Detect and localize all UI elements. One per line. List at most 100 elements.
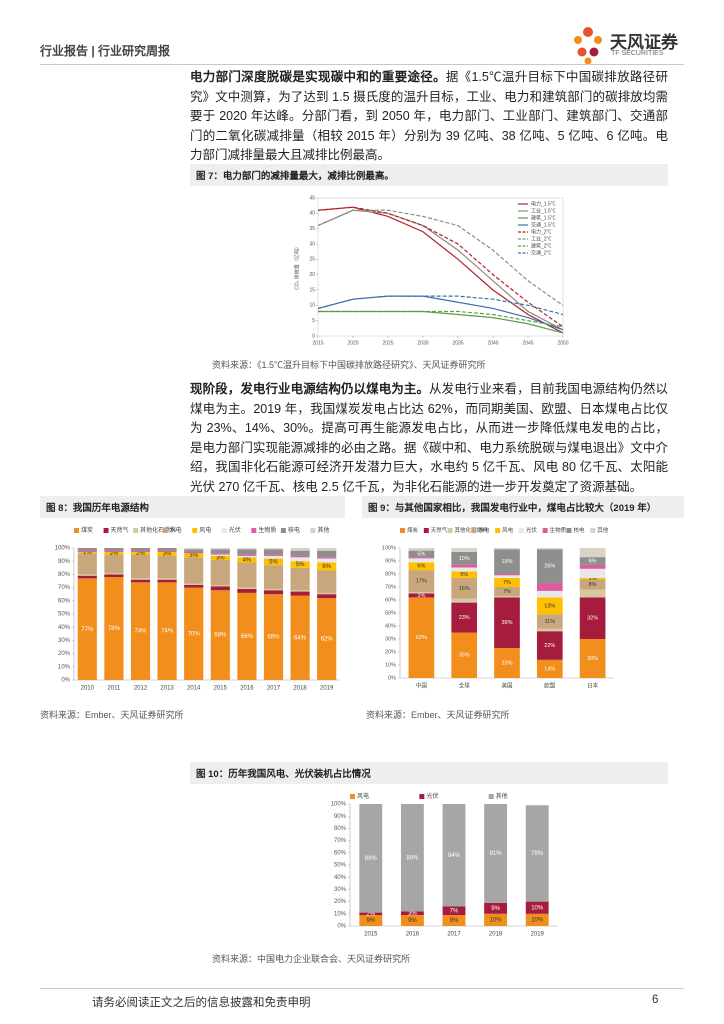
value-label: 9% bbox=[366, 918, 375, 924]
x-tick-label: 2015 bbox=[214, 686, 228, 692]
bar-segment bbox=[536, 631, 563, 660]
series-line bbox=[317, 206, 564, 328]
legend-label: 电力_2℃ bbox=[531, 228, 552, 235]
paragraph-lead: 现阶段，发电行业电源结构仍以煤电为主。 bbox=[190, 382, 430, 396]
legend-label: 工业_1.5℃ bbox=[531, 207, 556, 214]
value-label: 22% bbox=[544, 643, 555, 649]
bar-segment bbox=[130, 548, 151, 551]
bar-segment bbox=[359, 915, 383, 926]
value-label: 5% bbox=[417, 551, 425, 557]
bar-segment bbox=[263, 548, 284, 550]
bar-segment bbox=[104, 577, 124, 680]
bar-segment bbox=[536, 659, 563, 678]
figure-caption: 图 10：历年我国风电、光伏装机占比情况 bbox=[190, 762, 668, 784]
y-tick-label: 50% bbox=[385, 610, 396, 616]
bar-segment bbox=[579, 597, 606, 639]
value-label: 79% bbox=[531, 851, 544, 857]
bar-segment bbox=[317, 562, 337, 571]
bar-segment bbox=[237, 555, 257, 558]
x-tick-label: 2011 bbox=[107, 686, 121, 692]
bar-segment bbox=[494, 549, 520, 574]
y-tick-label: 70% bbox=[385, 584, 396, 590]
y-tick-label: 20% bbox=[58, 651, 71, 657]
bar-segment bbox=[451, 564, 478, 568]
legend-swatch bbox=[133, 528, 139, 533]
bar-segment bbox=[408, 558, 435, 563]
report-type: 行业报告 | 行业研究周报 bbox=[40, 44, 171, 58]
bar-segment bbox=[237, 548, 257, 550]
bar-segment bbox=[130, 578, 151, 580]
y-tick-label: 10% bbox=[385, 662, 396, 668]
bar-segment bbox=[290, 561, 310, 568]
x-tick-label: 全球 bbox=[459, 681, 471, 689]
legend-swatch bbox=[310, 528, 316, 533]
x-tick-label: 2019 bbox=[531, 932, 545, 938]
y-tick-label: 10% bbox=[58, 664, 71, 670]
value-label: 62% bbox=[416, 635, 427, 641]
bar-segment bbox=[536, 614, 563, 629]
legend-label: 其他化石燃料 bbox=[140, 526, 176, 534]
value-label: 7% bbox=[503, 580, 511, 586]
value-label: 8% bbox=[589, 582, 597, 588]
bar-segment bbox=[442, 906, 466, 916]
bar-segment bbox=[77, 578, 97, 680]
bar-segment bbox=[494, 596, 520, 598]
value-label: 26% bbox=[544, 564, 555, 570]
bar-segment bbox=[263, 558, 284, 566]
bar-segment bbox=[317, 550, 337, 558]
y-tick-label: 40% bbox=[334, 875, 347, 881]
value-label: 1% bbox=[589, 576, 597, 582]
value-label: 2% bbox=[366, 911, 375, 917]
legend-label: 光伏 bbox=[229, 526, 241, 534]
x-tick-label: 中国 bbox=[416, 681, 428, 689]
bar-segment bbox=[451, 577, 478, 599]
bar-segment bbox=[130, 582, 151, 680]
value-label: 70% bbox=[188, 631, 201, 637]
legend-swatch bbox=[566, 528, 572, 533]
y-tick-label: 20% bbox=[334, 899, 347, 905]
x-tick-label: 2019 bbox=[320, 686, 334, 692]
bar-segment bbox=[579, 548, 606, 558]
value-label: 81% bbox=[490, 851, 503, 857]
legend-label: 天然气 bbox=[431, 526, 448, 534]
bar-segment bbox=[184, 587, 204, 680]
value-label: 78% bbox=[108, 626, 121, 632]
y-tick-label: 60% bbox=[334, 850, 347, 856]
bar-segment bbox=[210, 559, 230, 585]
legend-swatch bbox=[495, 528, 501, 533]
bar-segment bbox=[494, 548, 520, 550]
paragraph-text: 据《1.5℃温升目标下中国碳排放路径研究》文中测算，为了达到 1.5 摄氏度的温… bbox=[190, 70, 668, 162]
value-label: 1% bbox=[83, 550, 92, 556]
value-label: 30% bbox=[587, 656, 598, 662]
bar-segment bbox=[290, 591, 310, 596]
footer-rule bbox=[40, 988, 684, 989]
value-label: 89% bbox=[365, 856, 378, 862]
bar-segment bbox=[290, 550, 310, 556]
legend-label: 其他 bbox=[597, 526, 609, 534]
bar-segment bbox=[104, 574, 124, 578]
x-tick-label: 欧盟 bbox=[544, 681, 556, 689]
y-tick-label: 15 bbox=[309, 287, 315, 293]
legend-label: 工业_2℃ bbox=[531, 235, 552, 242]
y-tick-label: 100% bbox=[382, 545, 396, 551]
y-tick-label: 30 bbox=[309, 241, 315, 247]
y-tick-label: 70% bbox=[58, 585, 71, 591]
bar-segment bbox=[408, 597, 435, 678]
x-tick-label: 2010 bbox=[81, 686, 95, 692]
bar-segment bbox=[536, 590, 563, 598]
value-label: 3% bbox=[408, 911, 417, 917]
value-label: 9% bbox=[491, 906, 500, 912]
value-label: 62% bbox=[321, 637, 334, 643]
bar-segment bbox=[451, 551, 478, 565]
y-tick-label: 90% bbox=[334, 814, 347, 820]
bar-segment bbox=[77, 574, 97, 576]
bar-segment bbox=[210, 549, 230, 554]
bar-segment bbox=[157, 550, 177, 552]
x-tick-label: 2017 bbox=[267, 686, 281, 692]
legend-label: 交通_1.5℃ bbox=[531, 221, 556, 228]
bar-segment bbox=[536, 583, 563, 591]
bar-segment bbox=[184, 584, 204, 588]
y-tick-label: 30% bbox=[385, 636, 396, 642]
legend-label: 煤炭 bbox=[81, 526, 93, 534]
